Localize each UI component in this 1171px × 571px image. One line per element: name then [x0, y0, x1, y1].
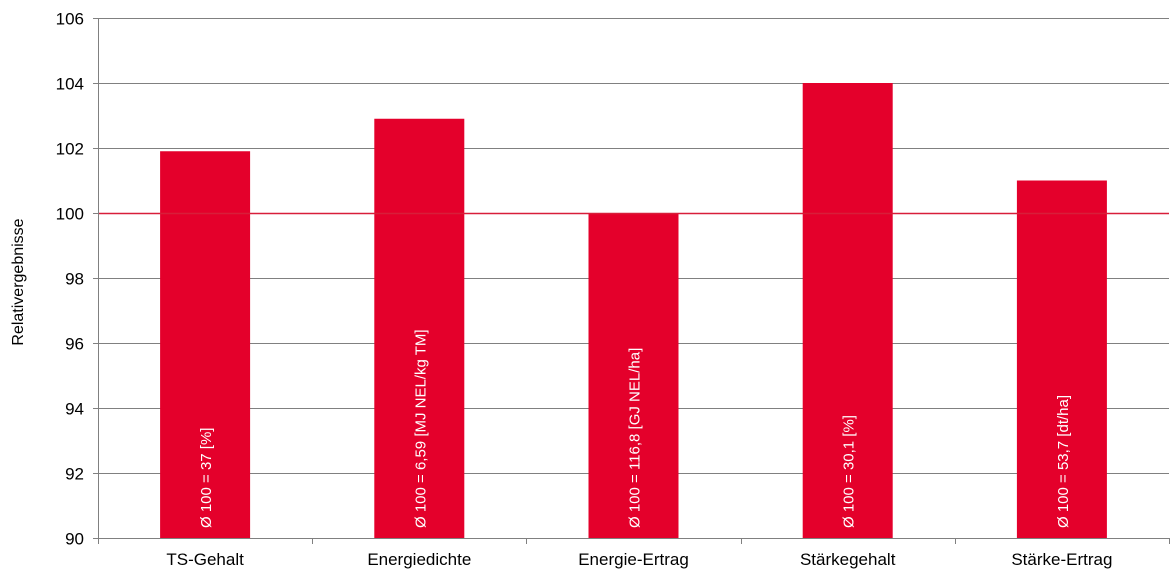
bar — [160, 151, 251, 538]
bar-data-label: Ø 100 = 53,7 [dt/ha] — [1055, 395, 1072, 528]
bar-data-label: Ø 100 = 37 [%] — [198, 428, 215, 528]
y-tick-label: 94 — [65, 400, 84, 419]
x-tick-label: Stärkegehalt — [800, 550, 896, 569]
y-tick-label: 92 — [65, 465, 84, 484]
y-tick-labels: 90 92 94 96 98 100 102 104 106 — [56, 10, 84, 549]
y-tick-label: 98 — [65, 270, 84, 289]
bar — [1016, 180, 1107, 538]
x-tick-label: TS-Gehalt — [166, 550, 244, 569]
y-tick-label: 90 — [65, 530, 84, 549]
bar — [374, 118, 465, 538]
bar — [802, 83, 893, 538]
x-tick-label: Energiedichte — [367, 550, 471, 569]
bar-data-label: Ø 100 = 30,1 [%] — [841, 415, 858, 528]
y-tick-label: 104 — [56, 75, 84, 94]
bar-annotations: Ø 100 = 37 [%] Ø 100 = 6,59 [MJ NEL/kg TM… — [198, 329, 1072, 528]
y-tick-label: 106 — [56, 10, 84, 29]
x-tick-label: Energie-Ertrag — [578, 550, 689, 569]
bar — [588, 213, 679, 538]
x-tick-labels: TS-Gehalt Energiedichte Energie-Ertrag Stär… — [166, 550, 1112, 569]
y-axis-title: Relativergebnisse — [10, 218, 27, 345]
bar-data-label: Ø 100 = 116,8 [GJ NEL/ha] — [627, 348, 644, 528]
x-tick-label: Stärke-Ertrag — [1011, 550, 1112, 569]
y-tick-label: 96 — [65, 335, 84, 354]
y-tick-label: 102 — [56, 140, 84, 159]
axes — [93, 18, 1170, 544]
bar-data-label: Ø 100 = 6,59 [MJ NEL/kg TM] — [412, 329, 429, 528]
y-tick-label: 100 — [56, 205, 84, 224]
bars — [160, 83, 1107, 538]
